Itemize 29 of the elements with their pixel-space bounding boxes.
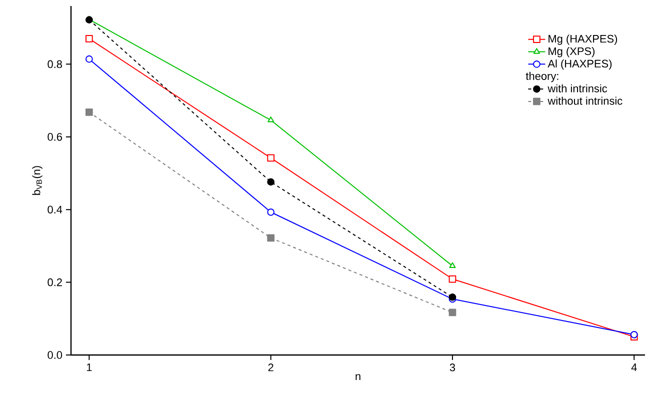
x-tick-label: 4 (631, 364, 637, 372)
point (449, 262, 456, 268)
y-tick-label: 0.6 (48, 133, 62, 141)
legend-label: with intrinsic (548, 84, 608, 92)
point (85, 35, 93, 42)
y-tick-label: 0.8 (48, 60, 62, 68)
point (630, 330, 638, 338)
annotation: theory: (526, 72, 558, 82)
legend-label: Al (HAXPES) (548, 59, 612, 70)
y-tick-label: 0.2 (48, 278, 62, 286)
x-tick-label: 1 (86, 364, 92, 372)
point (267, 208, 275, 216)
legend-label: without intrinsic (548, 96, 622, 105)
point (448, 275, 456, 283)
x-axis-title: n (356, 374, 360, 380)
point (267, 154, 275, 162)
point (267, 234, 275, 242)
x-tick-label: 3 (450, 364, 456, 372)
y-tick-label: 0.0 (48, 351, 62, 359)
point (448, 308, 456, 316)
point (268, 116, 274, 122)
legend-label: Mg (HAXPES) (548, 34, 618, 45)
y-tick-label: 0.4 (48, 206, 62, 214)
point (85, 55, 93, 63)
legend-label: Mg (XPS) (548, 47, 595, 58)
point (85, 108, 93, 116)
y-axis-title: b$_{VB}$(n) (32, 166, 42, 195)
x-tick-label: 2 (268, 364, 274, 372)
point (267, 178, 275, 186)
